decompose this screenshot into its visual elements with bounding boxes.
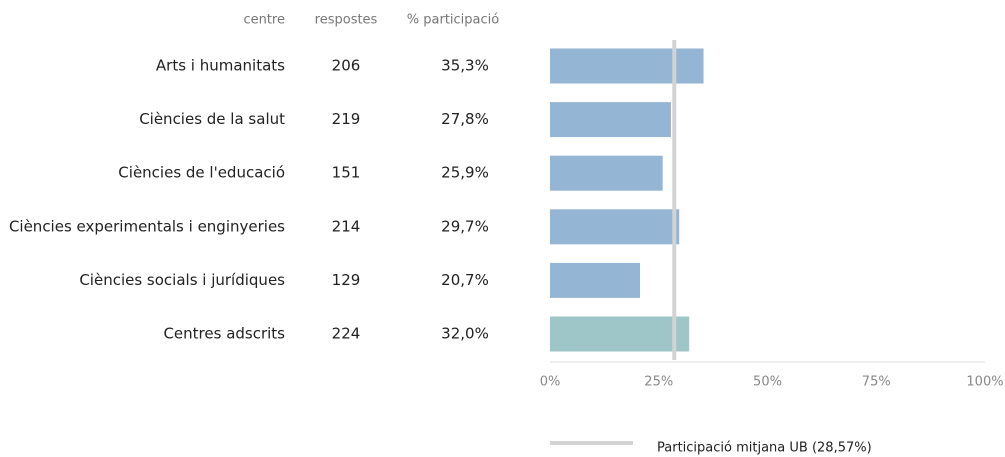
category-label: Arts i humanitats xyxy=(156,57,285,75)
value-label: 29,7% xyxy=(441,217,489,235)
bar xyxy=(550,209,680,245)
bar xyxy=(550,155,663,191)
respostes: 206 xyxy=(332,57,361,75)
x-tick-label: 75% xyxy=(862,375,891,390)
respostes: 219 xyxy=(332,110,361,128)
category-label: Ciències experimentals i enginyeries xyxy=(9,217,285,235)
value-label: 27,8% xyxy=(441,110,489,128)
category-label: Centres adscrits xyxy=(163,325,285,343)
value-label: 20,7% xyxy=(441,271,489,289)
value-label: 32,0% xyxy=(441,325,489,343)
x-tick-label: 50% xyxy=(753,375,782,390)
value-label: 35,3% xyxy=(441,57,489,75)
respostes: 151 xyxy=(332,164,361,182)
bar xyxy=(550,102,671,138)
category-label: Ciències socials i jurídiques xyxy=(79,271,285,289)
respostes: 129 xyxy=(332,271,361,289)
bar xyxy=(550,316,690,352)
bar xyxy=(550,48,704,84)
value-label: 25,9% xyxy=(441,164,489,182)
respostes: 214 xyxy=(332,217,361,235)
bar xyxy=(550,262,641,298)
column-header: % participació xyxy=(407,13,499,28)
category-label: Ciències de l'educació xyxy=(118,164,285,182)
x-tick-label: 100% xyxy=(966,375,1003,390)
x-tick-label: 25% xyxy=(644,375,673,390)
legend-label: Participació mitjana UB (28,57%) xyxy=(657,441,872,456)
column-header: respostes xyxy=(315,13,378,28)
x-tick-label: 0% xyxy=(540,375,561,390)
column-header: centre xyxy=(243,13,285,28)
category-label: Ciències de la salut xyxy=(139,110,285,128)
respostes: 224 xyxy=(332,325,361,343)
